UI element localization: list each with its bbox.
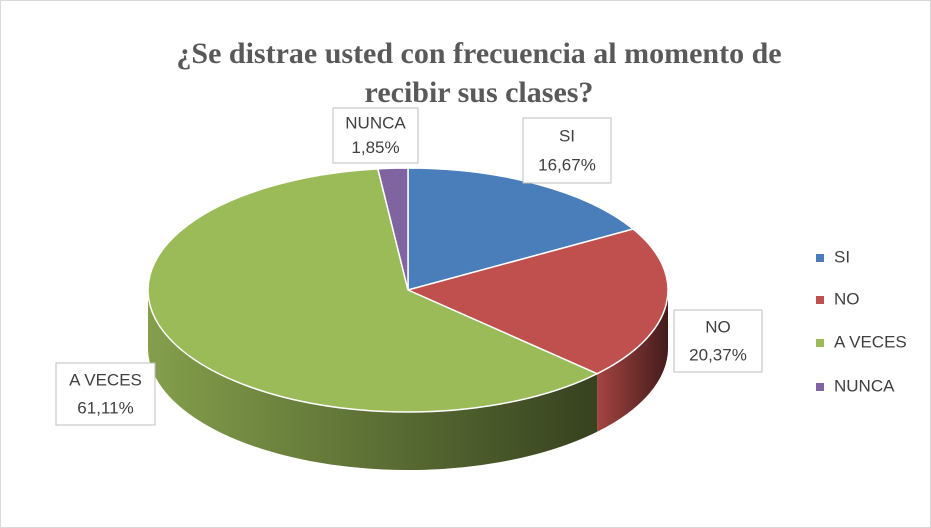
legend-swatch <box>816 339 824 347</box>
data-label-value: 16,67% <box>538 156 596 175</box>
slice <box>405 228 669 375</box>
slice-side-shade <box>148 290 598 470</box>
data-label-category: NO <box>705 317 731 336</box>
legend-label: NO <box>834 289 860 308</box>
data-label-box <box>673 309 763 373</box>
data-label-category: SI <box>559 126 575 145</box>
slice-side-shade <box>597 290 668 432</box>
data-label-box <box>55 362 156 426</box>
data-label-value: 1,85% <box>351 138 399 157</box>
data-label-box <box>522 117 612 184</box>
legend-swatch <box>816 296 824 304</box>
data-label-box <box>332 107 419 164</box>
data-label-value: 61,11% <box>77 398 133 417</box>
data-label-category: A VECES <box>69 370 142 389</box>
data-label-value: 20,37% <box>689 345 747 364</box>
slice <box>376 167 409 291</box>
slice <box>147 168 599 413</box>
legend-label: SI <box>834 247 850 266</box>
legend-swatch <box>816 254 824 262</box>
legend-label: A VECES <box>834 332 907 351</box>
slice <box>407 167 635 291</box>
data-label-category: NUNCA <box>345 113 406 132</box>
legend-label: NUNCA <box>834 376 895 395</box>
chart-title: ¿Se distrae usted con frecuencia al mome… <box>176 37 782 109</box>
legend-swatch <box>816 383 824 391</box>
